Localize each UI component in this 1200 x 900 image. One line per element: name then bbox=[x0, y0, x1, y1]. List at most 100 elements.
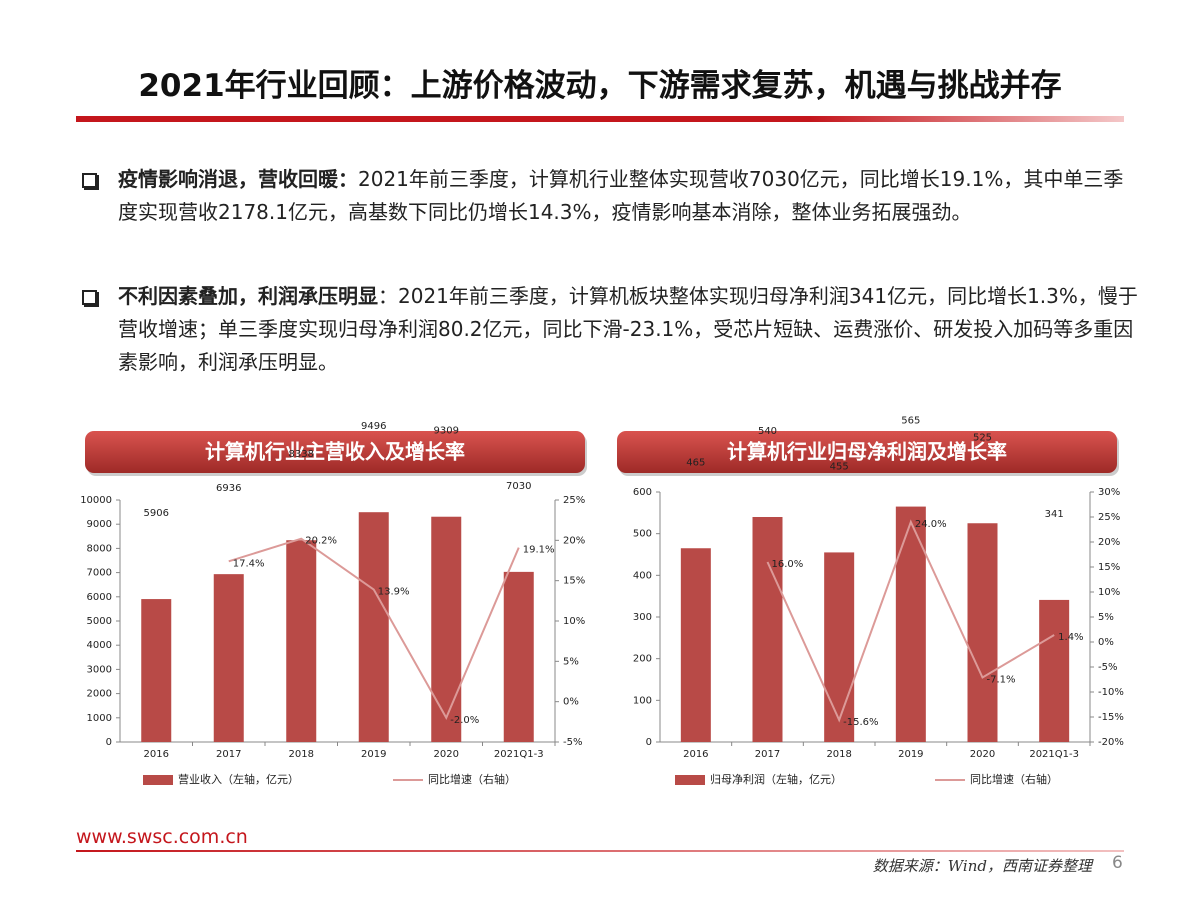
bar-label: 8338 bbox=[289, 449, 314, 460]
bullet-text: 2021年前三季度，计算机行业整体实现营收7030亿元，同比增长19.1%，其中… bbox=[118, 167, 1124, 224]
bar bbox=[752, 517, 783, 742]
x-tick-label: 2017 bbox=[216, 749, 241, 760]
y-tick-label: 300 bbox=[633, 612, 652, 623]
bar-label: 9496 bbox=[361, 421, 386, 432]
y2-tick-label: 15% bbox=[563, 576, 585, 587]
y-tick-label: 600 bbox=[633, 487, 652, 498]
y2-tick-label: 10% bbox=[563, 616, 585, 627]
y2-tick-label: 30% bbox=[1098, 487, 1120, 498]
y-tick-label: 7000 bbox=[87, 568, 112, 579]
chart-banner bbox=[617, 431, 1117, 473]
legend-label: 归母净利润（左轴，亿元） bbox=[710, 772, 842, 786]
line-label: 20.2% bbox=[305, 536, 337, 547]
footer-source: 数据来源：Wind，西南证券整理 bbox=[872, 857, 1092, 875]
line-label: 24.0% bbox=[915, 519, 947, 530]
title-rule bbox=[76, 116, 1124, 122]
bar-label: 9309 bbox=[434, 426, 459, 437]
footer-url: www.swsc.com.cn bbox=[76, 826, 248, 848]
x-tick-label: 2018 bbox=[289, 749, 314, 760]
bullet: 疫情影响消退，营收回暖：2021年前三季度，计算机行业整体实现营收7030亿元，… bbox=[82, 163, 1138, 229]
y-tick-label: 200 bbox=[633, 654, 652, 665]
y-tick-label: 1000 bbox=[87, 713, 112, 724]
line bbox=[228, 537, 520, 721]
y2-tick-label: 10% bbox=[1098, 587, 1120, 598]
bar bbox=[431, 516, 462, 742]
chart-title: 计算机行业归母净利润及增长率 bbox=[727, 440, 1007, 464]
y2-tick-label: -10% bbox=[1098, 687, 1124, 698]
legend-label: 营业收入（左轴，亿元） bbox=[178, 772, 299, 786]
bar bbox=[824, 552, 855, 742]
x-tick-label: 2019 bbox=[361, 749, 386, 760]
y-tick-label: 5000 bbox=[87, 616, 112, 627]
line bbox=[766, 519, 1055, 723]
y2-tick-label: 5% bbox=[1098, 612, 1114, 623]
y-tick-label: 500 bbox=[633, 529, 652, 540]
bar-label: 465 bbox=[686, 457, 705, 468]
bar bbox=[358, 512, 389, 742]
slide-title: 2021年行业回顾：上游价格波动，下游需求复苏，机遇与挑战并存 bbox=[138, 68, 1062, 104]
y2-tick-label: 5% bbox=[563, 656, 579, 667]
chart-banner bbox=[85, 431, 585, 473]
bar-label: 455 bbox=[830, 461, 849, 472]
y-tick-label: 4000 bbox=[87, 640, 112, 651]
bar bbox=[895, 506, 926, 742]
x-tick-label: 2018 bbox=[826, 749, 851, 760]
legend-label: 同比增速（右轴） bbox=[428, 772, 516, 786]
legend-swatch bbox=[143, 775, 173, 785]
x-tick-label: 2020 bbox=[434, 749, 459, 760]
line-label: 19.1% bbox=[523, 545, 555, 556]
y2-tick-label: -20% bbox=[1098, 737, 1124, 748]
y2-tick-label: -15% bbox=[1098, 712, 1124, 723]
y-tick-label: 100 bbox=[633, 695, 652, 706]
footer-rule bbox=[76, 850, 1124, 852]
bar bbox=[213, 574, 244, 742]
bar-label: 7030 bbox=[506, 481, 531, 492]
y-tick-label: 2000 bbox=[87, 689, 112, 700]
y-tick-label: 3000 bbox=[87, 664, 112, 675]
bar bbox=[141, 599, 172, 742]
y2-tick-label: -5% bbox=[1098, 662, 1117, 673]
x-tick-label: 2020 bbox=[970, 749, 995, 760]
y2-tick-label: 15% bbox=[1098, 562, 1120, 573]
bar-label: 5906 bbox=[144, 508, 169, 519]
y-tick-label: 8000 bbox=[87, 543, 112, 554]
page-number: 6 bbox=[1112, 853, 1123, 873]
line-label: -7.1% bbox=[987, 675, 1016, 686]
y2-tick-label: 25% bbox=[1098, 512, 1120, 523]
y2-tick-label: 20% bbox=[563, 535, 585, 546]
bar-label: 540 bbox=[758, 426, 777, 437]
line-label: 1.4% bbox=[1058, 632, 1083, 643]
y2-tick-label: 0% bbox=[1098, 637, 1114, 648]
bar-label: 525 bbox=[973, 432, 992, 443]
y-tick-label: 400 bbox=[633, 570, 652, 581]
bar bbox=[967, 523, 998, 742]
bullet-lead: 不利因素叠加，利润承压明显 bbox=[118, 284, 378, 308]
line-label: -15.6% bbox=[843, 717, 878, 728]
x-tick-label: 2019 bbox=[898, 749, 923, 760]
bar-label: 565 bbox=[901, 416, 920, 427]
line-label: 16.0% bbox=[772, 559, 804, 570]
y-tick-label: 6000 bbox=[87, 592, 112, 603]
y2-tick-label: 0% bbox=[563, 697, 579, 708]
y2-tick-label: -5% bbox=[563, 737, 582, 748]
legend-label: 同比增速（右轴） bbox=[970, 772, 1058, 786]
bullet-text: ：2021年前三季度，计算机板块整体实现归母净利润341亿元，同比增长1.3%，… bbox=[118, 284, 1138, 374]
line-label: 17.4% bbox=[233, 558, 265, 569]
bar bbox=[503, 571, 534, 742]
y-tick-label: 0 bbox=[106, 737, 112, 748]
x-tick-label: 2021Q1-3 bbox=[1029, 749, 1079, 760]
bar bbox=[1039, 599, 1070, 742]
bullet: 不利因素叠加，利润承压明显：2021年前三季度，计算机板块整体实现归母净利润34… bbox=[82, 280, 1138, 379]
legend-swatch bbox=[675, 775, 705, 785]
x-tick-label: 2021Q1-3 bbox=[494, 749, 544, 760]
x-tick-label: 2017 bbox=[755, 749, 780, 760]
bar-label: 341 bbox=[1045, 509, 1064, 520]
x-tick-label: 2016 bbox=[144, 749, 169, 760]
y-tick-label: 9000 bbox=[87, 519, 112, 530]
y2-tick-label: 20% bbox=[1098, 537, 1120, 548]
y2-tick-label: 25% bbox=[563, 495, 585, 506]
bullet-lead: 疫情影响消退，营收回暖： bbox=[118, 167, 358, 191]
x-tick-label: 2016 bbox=[683, 749, 708, 760]
